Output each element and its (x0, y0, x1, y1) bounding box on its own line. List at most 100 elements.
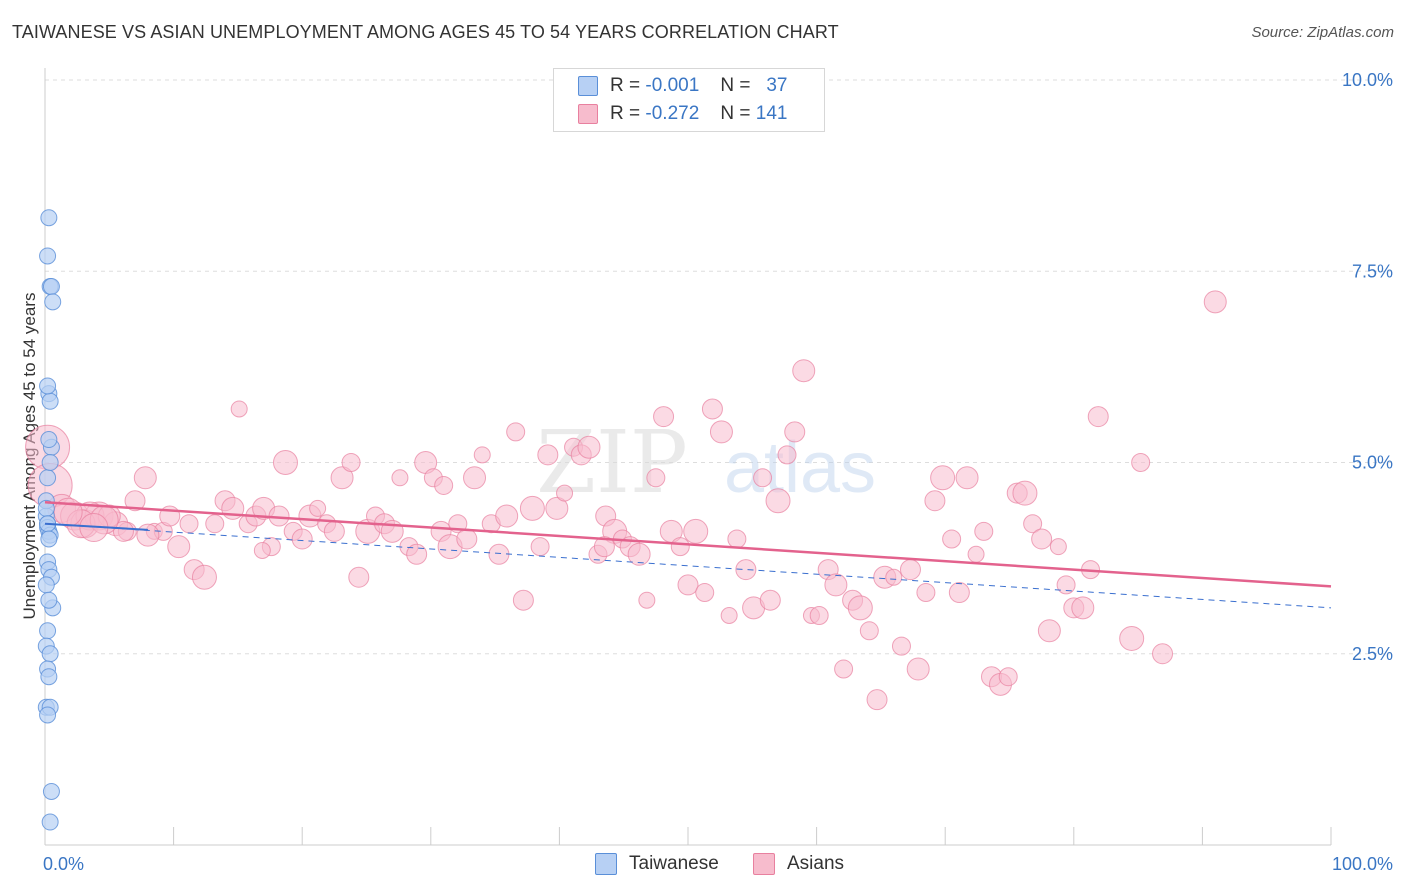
taiwanese-point (44, 293, 62, 311)
asians-point (309, 499, 327, 517)
asians-point (191, 564, 217, 590)
asians-point (291, 528, 313, 550)
bottom-legend-taiwanese: Taiwanese (595, 852, 719, 876)
asians-point (967, 545, 985, 563)
asians-point (577, 435, 601, 459)
asians-trend-line (44, 501, 1332, 588)
asians-point (670, 537, 690, 557)
asians-point (323, 520, 345, 542)
asians-point (1031, 528, 1053, 550)
taiwanese-trend-line (44, 523, 1332, 609)
asians-point (1037, 619, 1061, 643)
taiwanese-point (39, 469, 57, 487)
taiwanese-point (41, 454, 59, 471)
taiwanese-point (39, 706, 57, 724)
legend-r-value: -0.272 (645, 103, 700, 124)
taiwanese-point (40, 431, 58, 449)
asians-point (792, 359, 816, 383)
asians-point (272, 450, 298, 475)
asians-point (765, 488, 791, 514)
asians-point (1087, 406, 1109, 428)
taiwanese-point (40, 668, 58, 686)
asians-point (695, 583, 715, 603)
legend-r-label: R = (610, 75, 641, 96)
asians-point (646, 468, 666, 488)
y-tick-label: 10.0% (1342, 70, 1393, 90)
asians-point (998, 667, 1018, 687)
bottom-legend-label-taiwanese: Taiwanese (629, 853, 719, 874)
asians-point (899, 559, 921, 581)
asians-point (916, 583, 936, 603)
source-label: Source: ZipAtlas.com (1251, 24, 1394, 41)
bottom-legend-swatch-taiwanese (595, 853, 617, 875)
asians-point (530, 537, 550, 557)
asians-point (859, 621, 879, 641)
asians-point (759, 589, 781, 611)
watermark: ZIP atlas (536, 413, 876, 513)
asians-point (683, 518, 709, 544)
legend-swatch-taiwanese (578, 76, 598, 96)
x-tick-label: 100.0% (1332, 854, 1393, 874)
asians-points (25, 290, 1227, 711)
legend-r-value: -0.001 (645, 75, 700, 96)
watermark-atlas: atlas (724, 428, 876, 508)
asians-point (1071, 596, 1095, 620)
asians-point (167, 535, 191, 559)
taiwanese-point (41, 645, 59, 663)
y-tick-label: 5.0% (1352, 453, 1393, 473)
asians-point (391, 469, 409, 487)
taiwanese-point (39, 247, 57, 265)
asians-point (653, 406, 675, 428)
asians-point (512, 589, 534, 611)
asians-point (463, 466, 487, 490)
legend-row-taiwanese: R = -0.001 N = 37 (578, 73, 787, 99)
asians-point (406, 543, 428, 565)
asians-point (1152, 643, 1174, 665)
asians-point (834, 659, 854, 679)
asians-point (495, 504, 519, 528)
asians-point (545, 496, 569, 520)
asians-point (924, 490, 946, 512)
bottom-legend-asians: Asians (753, 852, 844, 876)
asians-point (709, 420, 733, 444)
asians-point (1012, 480, 1038, 506)
asians-point (506, 422, 526, 442)
y-tick-label: 7.5% (1352, 261, 1393, 281)
asians-point (179, 514, 199, 534)
asians-point (1131, 453, 1151, 472)
asians-point (253, 541, 271, 559)
trend-lines (44, 501, 1332, 609)
legend-n-value: 37 (766, 75, 788, 96)
asians-point (677, 574, 699, 596)
asians-point (1056, 575, 1076, 595)
taiwanese-point (41, 813, 59, 831)
asians-point (341, 453, 361, 472)
asians-point (1049, 538, 1067, 556)
asians-point (638, 591, 656, 609)
legend-n-label: N = (720, 75, 751, 96)
asians-point (753, 468, 773, 488)
asians-point (720, 607, 738, 624)
asians-point (948, 582, 970, 604)
asians-point (537, 444, 559, 466)
legend-r-label: R = (610, 103, 641, 124)
legend-n-value: 141 (755, 103, 788, 124)
taiwanese-point (41, 392, 59, 410)
taiwanese-point (37, 576, 55, 594)
asians-point (627, 542, 651, 566)
asians-point (955, 466, 979, 490)
asians-point (1119, 625, 1145, 651)
asians-point (809, 606, 829, 625)
asians-point (777, 445, 797, 465)
asians-point (136, 523, 160, 547)
asians-point (1203, 290, 1227, 314)
legend-swatch-asians (578, 104, 598, 124)
bottom-legend-swatch-asians (753, 853, 775, 875)
asians-point (133, 466, 157, 490)
asians-point (488, 543, 510, 565)
asians-point (942, 529, 962, 549)
chart-title: TAIWANESE VS ASIAN UNEMPLOYMENT AMONG AG… (12, 22, 839, 42)
asians-point (1023, 514, 1043, 534)
tick-labels: 2.5% 5.0% 7.5% 10.0% 0.0% 100.0% (43, 70, 1393, 874)
